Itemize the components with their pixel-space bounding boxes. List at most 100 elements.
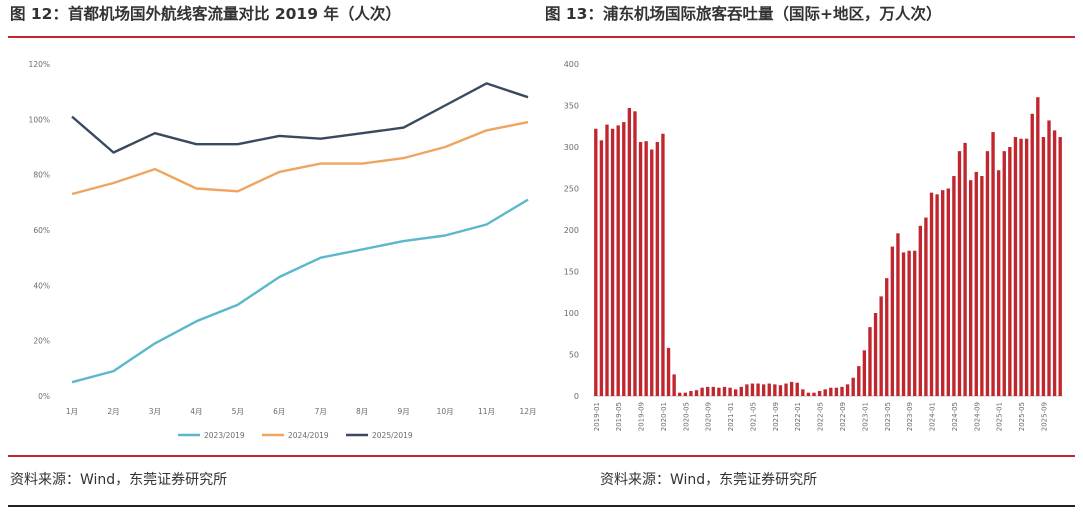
bar bbox=[890, 246, 895, 396]
x-tick-label: 2019-01 bbox=[593, 402, 601, 431]
series-line-2025-2019 bbox=[71, 82, 529, 154]
bar bbox=[650, 149, 654, 396]
y-tick-label: 40% bbox=[33, 281, 50, 290]
bar bbox=[817, 391, 822, 396]
bar bbox=[907, 250, 911, 396]
x-tick-label: 2025-01 bbox=[996, 402, 1004, 431]
y-tick-label: 300 bbox=[564, 143, 579, 152]
bar bbox=[840, 386, 844, 396]
bar bbox=[655, 142, 660, 396]
bar bbox=[661, 133, 665, 396]
x-tick-label: 8月 bbox=[356, 407, 368, 416]
bar bbox=[1041, 137, 1046, 396]
y-tick-label: 200 bbox=[564, 226, 579, 235]
bar bbox=[694, 390, 699, 396]
bar bbox=[633, 111, 637, 396]
bar bbox=[750, 383, 755, 396]
x-tick-label: 2024-01 bbox=[929, 402, 937, 431]
series-line-2024-2019 bbox=[71, 120, 529, 196]
bar bbox=[795, 382, 799, 396]
x-tick-label: 3月 bbox=[149, 407, 161, 416]
bar bbox=[913, 250, 917, 396]
y-tick-label: 20% bbox=[33, 337, 50, 346]
bar bbox=[756, 383, 760, 396]
bar bbox=[991, 132, 995, 396]
bar bbox=[918, 225, 922, 396]
legend-label: 2023/2019 bbox=[204, 431, 245, 440]
bar bbox=[879, 296, 883, 396]
y-tick-label: 120% bbox=[29, 60, 50, 69]
bar bbox=[767, 383, 771, 396]
bar bbox=[996, 170, 1001, 396]
x-tick-label: 2020-05 bbox=[682, 402, 690, 431]
bar bbox=[969, 180, 973, 396]
bar bbox=[610, 128, 615, 396]
bar bbox=[885, 278, 889, 396]
bar bbox=[761, 384, 766, 396]
bar bbox=[851, 377, 855, 396]
x-tick-label: 1月 bbox=[66, 407, 78, 416]
bar bbox=[638, 142, 643, 396]
bar bbox=[1047, 120, 1051, 396]
x-tick-label: 2021-05 bbox=[749, 402, 757, 431]
bar bbox=[929, 192, 934, 396]
bar bbox=[778, 385, 783, 396]
x-tick-label: 2025-05 bbox=[1018, 402, 1026, 431]
bar bbox=[980, 176, 984, 396]
x-tick-label: 2022-01 bbox=[794, 402, 802, 431]
bar bbox=[935, 194, 939, 396]
bar bbox=[1002, 151, 1006, 396]
y-tick-label: 100% bbox=[29, 115, 50, 124]
bar bbox=[594, 128, 598, 396]
bar bbox=[789, 381, 794, 396]
bar bbox=[672, 374, 676, 396]
bar bbox=[745, 384, 749, 396]
figure-12-source: 资料来源：Wind，东莞证券研究所 bbox=[10, 472, 228, 488]
x-tick-label: 11月 bbox=[478, 407, 495, 416]
y-tick-label: 60% bbox=[33, 226, 50, 235]
y-tick-label: 350 bbox=[564, 102, 579, 111]
x-tick-label: 7月 bbox=[315, 407, 327, 416]
y-tick-label: 150 bbox=[564, 268, 579, 277]
x-tick-label: 2022-05 bbox=[817, 402, 825, 431]
bar bbox=[845, 384, 850, 396]
y-tick-label: 400 bbox=[564, 60, 579, 69]
source-rule bbox=[8, 455, 1075, 457]
bar bbox=[924, 217, 928, 396]
y-tick-label: 80% bbox=[33, 171, 50, 180]
x-tick-label: 2022-09 bbox=[839, 402, 847, 431]
x-tick-label: 12月 bbox=[519, 407, 536, 416]
y-tick-label: 0% bbox=[38, 392, 50, 401]
figure-13-title: 图 13：浦东机场国际旅客吞吐量（国际+地区，万人次） bbox=[545, 5, 942, 23]
bar bbox=[622, 122, 626, 396]
bar bbox=[829, 387, 833, 396]
x-tick-label: 2021-01 bbox=[727, 402, 735, 431]
bar bbox=[644, 141, 648, 396]
bar bbox=[700, 387, 704, 396]
x-tick-label: 4月 bbox=[190, 407, 202, 416]
bar bbox=[868, 327, 872, 396]
y-tick-label: 50 bbox=[569, 351, 579, 360]
x-tick-label: 2020-01 bbox=[660, 402, 668, 431]
bar bbox=[773, 384, 777, 396]
x-tick-label: 2024-09 bbox=[973, 402, 981, 431]
bar-chart-pudong-throughput: 0 50 100 150 200 250 300 350 400 2019-01 2019-05 20… bbox=[564, 60, 1063, 431]
bar bbox=[1030, 113, 1034, 397]
y-tick-label: 0 bbox=[574, 392, 579, 401]
line-chart-airport-ratio: 0% 20% 40% 60% 80% 100% 120% 1月 2月 3月 4月 5月 6月 7月 8月 9月… bbox=[29, 60, 537, 440]
x-tick-label: 2023-09 bbox=[906, 402, 914, 431]
bar bbox=[834, 387, 839, 396]
bar bbox=[1008, 147, 1012, 396]
bar bbox=[1036, 97, 1040, 396]
bar bbox=[1058, 137, 1062, 396]
bottom-rule bbox=[8, 505, 1075, 507]
x-tick-label: 2019-09 bbox=[638, 402, 646, 431]
bar bbox=[957, 151, 962, 396]
x-tick-label: 6月 bbox=[273, 407, 285, 416]
x-tick-label: 2024-05 bbox=[951, 402, 959, 431]
bar bbox=[666, 347, 671, 396]
bar bbox=[862, 350, 867, 396]
figure-12-title: 图 12：首都机场国外航线客流量对比 2019 年（人次） bbox=[10, 5, 401, 23]
figure-13-source: 资料来源：Wind，东莞证券研究所 bbox=[600, 472, 818, 488]
bar bbox=[806, 392, 811, 396]
